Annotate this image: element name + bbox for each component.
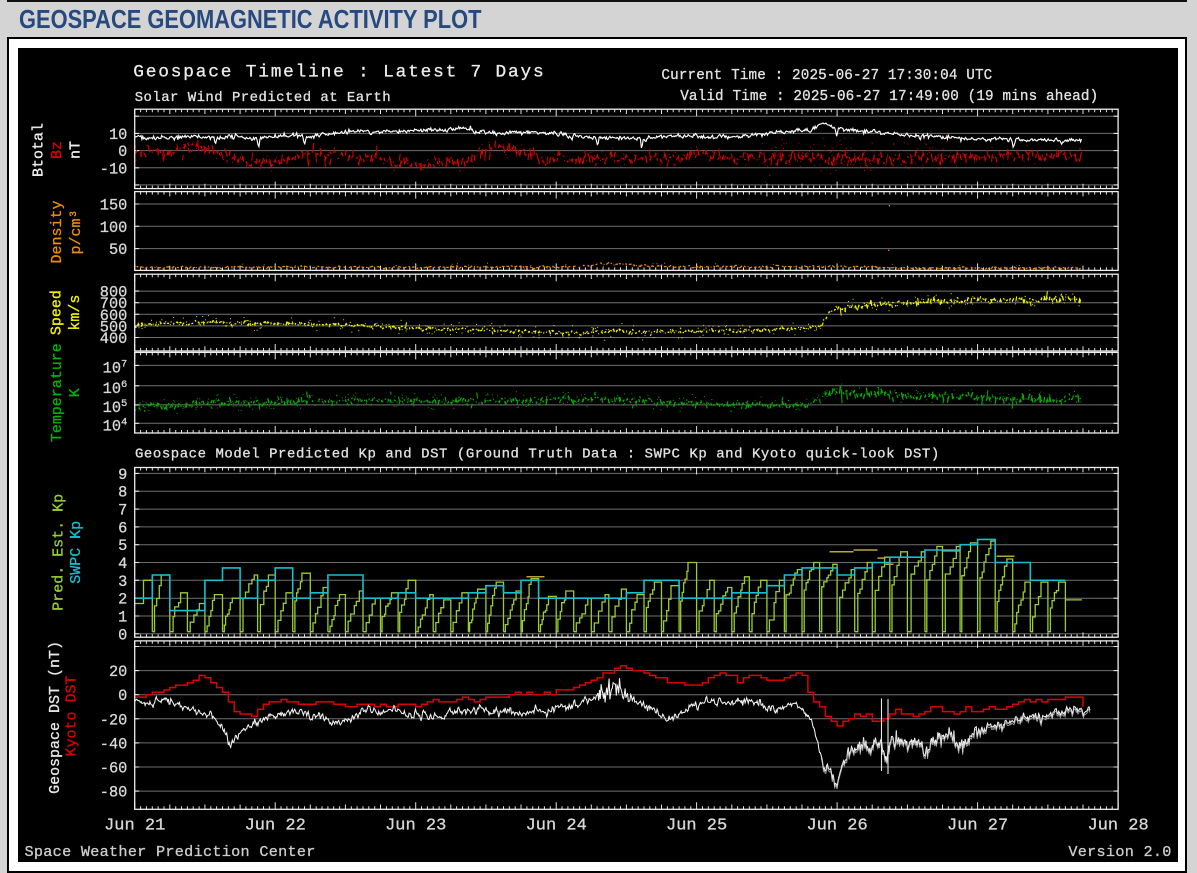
svg-text:Jun 23: Jun 23 [385,816,446,835]
svg-text:-80: -80 [99,784,127,802]
svg-text:nT: nT [67,141,84,159]
svg-text:0: 0 [118,687,127,705]
svg-text:1: 1 [118,608,127,626]
svg-text:Jun 21: Jun 21 [104,816,165,835]
svg-text:Solar Wind Predicted at Earth: Solar Wind Predicted at Earth [134,90,390,106]
svg-text:Geospace Timeline : Latest 7 D: Geospace Timeline : Latest 7 Days [133,62,545,82]
svg-text:0: 0 [118,626,127,644]
svg-text:Jun 28: Jun 28 [1087,816,1148,835]
svg-text:-40: -40 [99,735,127,753]
svg-text:Geospace DST (nT): Geospace DST (nT) [46,641,63,794]
svg-text:Version 2.0: Version 2.0 [1068,843,1171,861]
svg-text:100: 100 [99,219,127,237]
svg-text:7: 7 [118,502,127,520]
svg-text:-20: -20 [99,711,127,729]
svg-text:p/cm³: p/cm³ [67,210,84,255]
svg-text:3: 3 [118,573,127,591]
svg-text:50: 50 [108,241,126,259]
svg-text:Jun 26: Jun 26 [806,816,867,835]
svg-text:Jun 24: Jun 24 [525,816,586,835]
svg-text:-60: -60 [99,759,127,777]
svg-text:K: K [67,388,84,397]
svg-text:400: 400 [99,330,127,348]
svg-text:Kyoto DST: Kyoto DST [63,676,80,757]
svg-text:6: 6 [118,519,127,537]
svg-text:-10: -10 [99,160,127,178]
svg-text:Jun 25: Jun 25 [666,816,727,835]
svg-text:20: 20 [108,663,126,681]
svg-text:Speed: Speed [48,290,65,335]
svg-text:Bz: Bz [48,141,65,159]
svg-text:8: 8 [118,484,127,502]
svg-text:Jun 27: Jun 27 [947,816,1008,835]
svg-text:106: 106 [102,379,127,398]
svg-text:700: 700 [99,295,127,313]
svg-text:Space Weather Prediction Cente: Space Weather Prediction Center [24,843,315,861]
svg-text:9: 9 [118,466,127,484]
svg-text:Density: Density [48,201,65,264]
svg-text:2: 2 [118,591,127,609]
svg-text:150: 150 [99,196,127,214]
svg-text:0: 0 [118,143,127,161]
svg-text:Jun 22: Jun 22 [244,816,305,835]
svg-text:4: 4 [118,555,127,573]
svg-text:Pred. Est. Kp: Pred. Est. Kp [50,494,67,611]
svg-text:Btotal: Btotal [30,123,47,177]
svg-text:600: 600 [99,307,127,325]
svg-text:500: 500 [99,318,127,336]
svg-text:Valid Time : 2025-06-27 17:49:: Valid Time : 2025-06-27 17:49:00 (19 min… [680,89,1098,105]
svg-text:104: 104 [102,416,127,435]
svg-text:Current Time : 2025-06-27 17:3: Current Time : 2025-06-27 17:30:04 UTC [661,68,992,84]
svg-text:107: 107 [102,358,127,377]
svg-text:5: 5 [118,537,127,555]
svg-text:10: 10 [108,126,126,144]
svg-text:km/s: km/s [66,295,83,331]
svg-text:800: 800 [99,284,127,302]
svg-text:Geospace Model Predicted Kp an: Geospace Model Predicted Kp and DST (Gro… [135,447,940,463]
svg-text:Temperature: Temperature [49,343,66,442]
svg-text:SWPC Kp: SWPC Kp [68,521,85,584]
svg-text:105: 105 [102,398,127,417]
